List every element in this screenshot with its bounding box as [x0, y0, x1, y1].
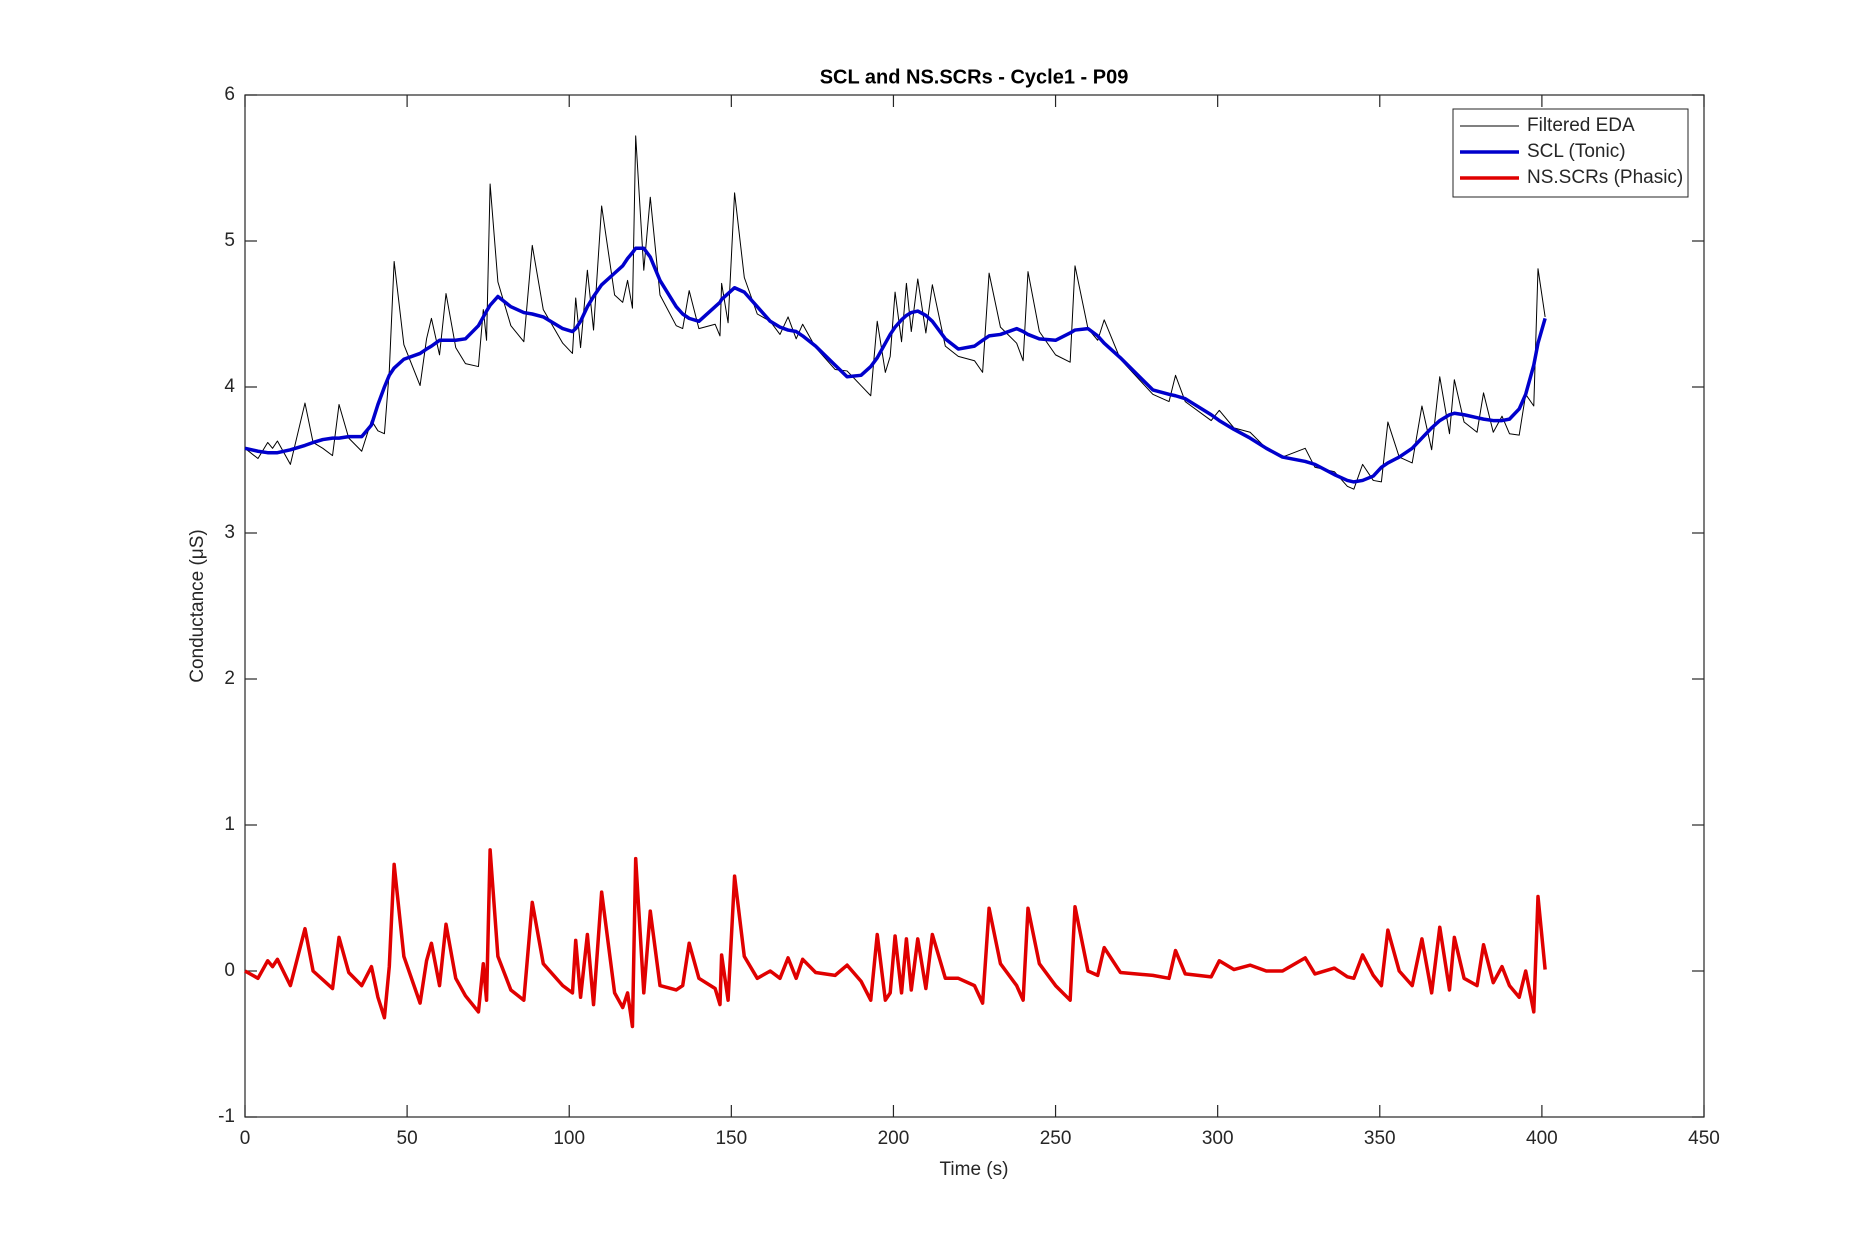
x-tick-label: 100	[553, 1128, 585, 1149]
y-tick-label: 0	[224, 960, 235, 981]
legend-label: SCL (Tonic)	[1527, 141, 1626, 162]
legend-label: NS.SCRs (Phasic)	[1527, 167, 1683, 188]
data-line	[244, 848, 1547, 1029]
x-tick-label: 400	[1526, 1128, 1558, 1149]
x-tick-label: 50	[397, 1128, 418, 1149]
y-tick-label: 5	[224, 230, 235, 251]
y-tick-label: 1	[224, 814, 235, 835]
y-tick-label: 3	[224, 522, 235, 543]
chart-title: SCL and NS.SCRs - Cycle1 - P09	[820, 66, 1129, 88]
plot-area	[244, 94, 1705, 1118]
legend: Filtered EDA SCL (Tonic) NS.SCRs (Phasic)	[1452, 108, 1689, 198]
y-tick-label: 6	[224, 84, 235, 105]
x-tick-label: 200	[878, 1128, 910, 1149]
x-tick-label: 0	[240, 1128, 251, 1149]
x-tick-label: 300	[1202, 1128, 1234, 1149]
y-tick-label: 2	[224, 668, 235, 689]
x-axis-label: Time (s)	[940, 1159, 1009, 1180]
legend-label: Filtered EDA	[1527, 115, 1635, 136]
y-tick-label: 4	[224, 376, 235, 397]
x-tick-label: 450	[1688, 1128, 1720, 1149]
x-tick-label: 250	[1040, 1128, 1072, 1149]
data-line	[244, 246, 1547, 484]
x-tick-label: 350	[1364, 1128, 1396, 1149]
data-line	[244, 135, 1546, 490]
y-axis-label: Conductance (μS)	[187, 529, 208, 683]
x-tick-label: 150	[715, 1128, 747, 1149]
y-tick-label: -1	[218, 1106, 235, 1127]
